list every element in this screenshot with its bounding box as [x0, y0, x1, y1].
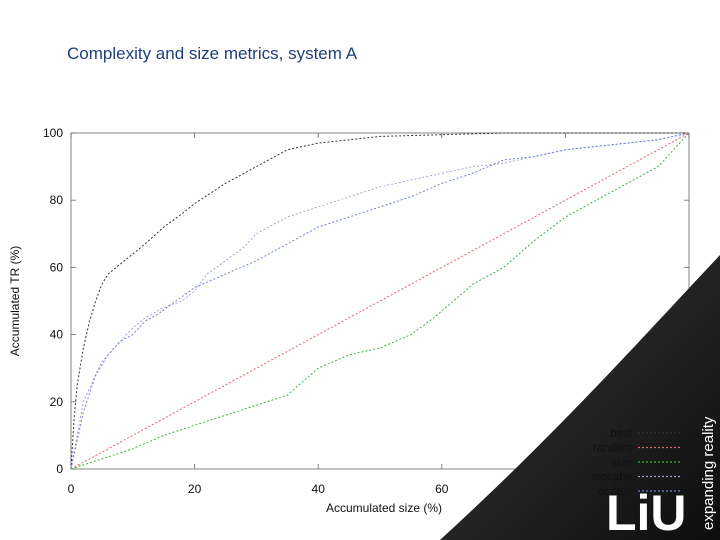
legend-label-mccabe: mccabe: [592, 472, 632, 484]
y-axis-label: Accumulated TR (%): [8, 246, 22, 356]
tagline: expanding reality: [700, 416, 717, 530]
x-tick-label: 40: [312, 482, 326, 496]
y-tick-label: 80: [50, 193, 64, 207]
series-layer: [70, 132, 690, 470]
series-line-ocdtce: [70, 132, 690, 470]
legend-label-ocdtce: ocdtce: [598, 486, 632, 498]
legend-label-random: random: [593, 443, 632, 455]
series-line-size: [70, 132, 690, 470]
x-tick-label: 20: [188, 482, 202, 496]
y-tick-label: 20: [50, 395, 64, 409]
y-tick-label: 100: [43, 126, 63, 140]
legend-label-best: best: [610, 428, 633, 440]
liu-logo: LiU: [606, 485, 687, 540]
x-tick-label: 0: [68, 482, 75, 496]
legend: best random size mccabe ocdtce: [592, 428, 680, 498]
y-tick-label: 0: [56, 462, 63, 476]
series-line-random: [70, 132, 690, 470]
series-line-best: [70, 132, 689, 470]
decorative-panel-fade: [440, 255, 720, 540]
y-tick-label: 60: [50, 260, 64, 274]
y-axis: 0 20 40 60 80 100: [43, 126, 689, 476]
series-line-mccabe: [70, 132, 690, 470]
slide-title: Complexity and size metrics, system A: [67, 44, 358, 63]
x-tick-label: 60: [435, 482, 449, 496]
y-tick-label: 40: [50, 328, 64, 342]
x-axis-label: Accumulated size (%): [326, 501, 442, 515]
legend-label-size: size: [612, 457, 632, 469]
